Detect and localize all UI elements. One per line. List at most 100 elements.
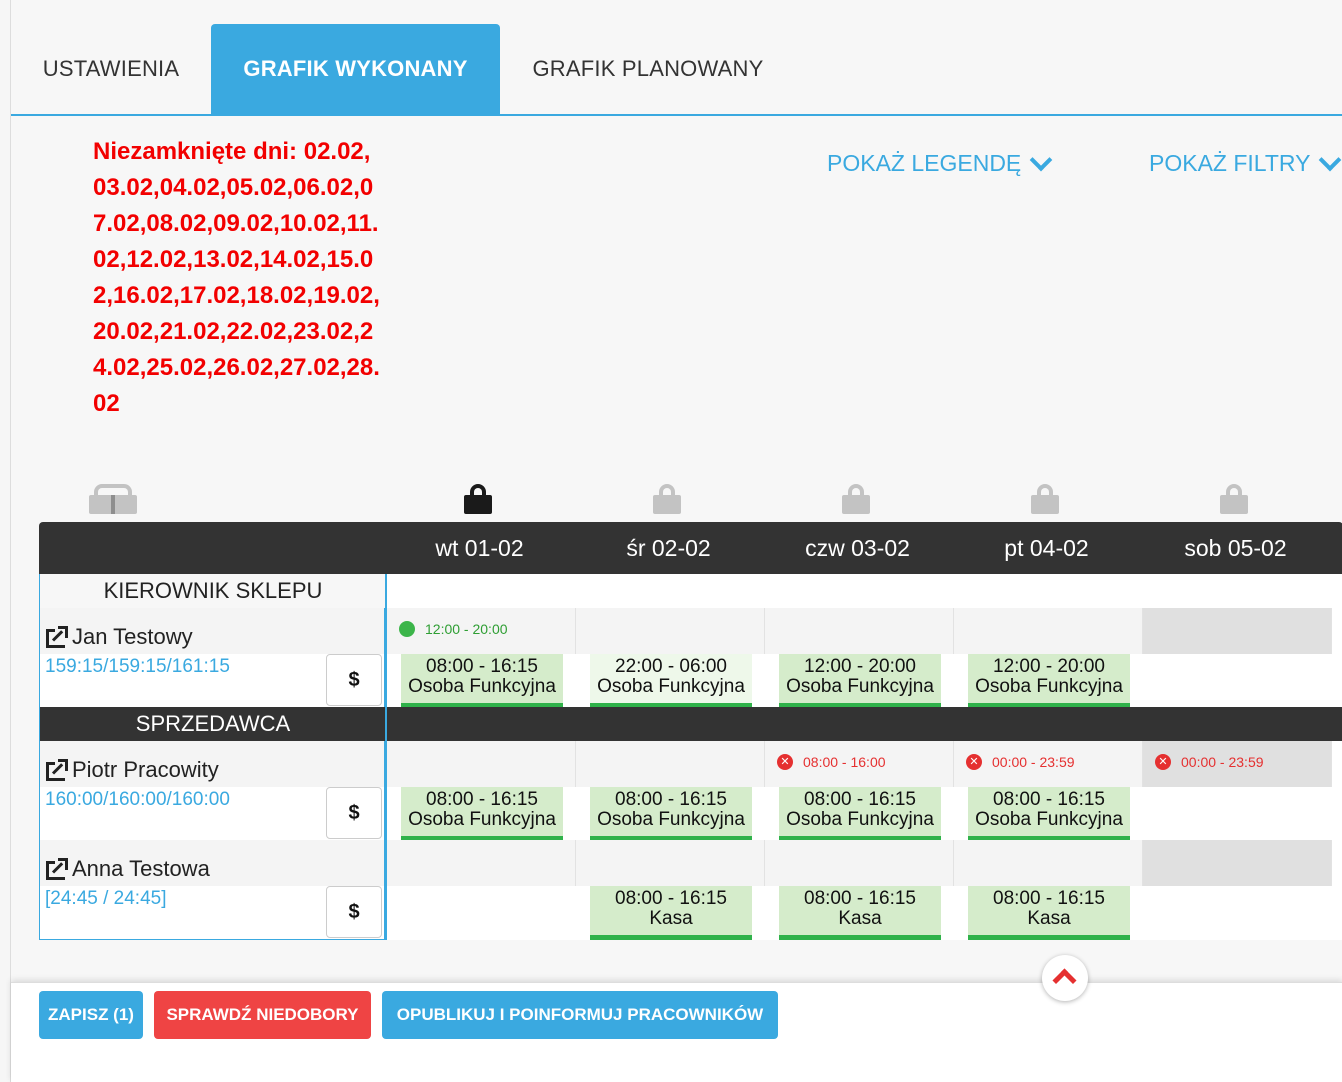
availability-cell[interactable]: ✕ 08:00 - 16:00 bbox=[765, 741, 954, 787]
schedule-page: USTAWIENIA GRAFIK WYKONANY GRAFIK PLANOW… bbox=[10, 0, 1342, 1082]
availability-ok: 12:00 - 20:00 bbox=[399, 621, 508, 637]
shift-block[interactable]: 08:00 - 16:15 Kasa bbox=[590, 886, 752, 940]
save-button[interactable]: ZAPISZ (1) bbox=[39, 991, 143, 1039]
employee-name[interactable]: Anna Testowa bbox=[40, 840, 384, 886]
shift-block[interactable]: 08:00 - 16:15 Osoba Funkcyjna bbox=[401, 654, 563, 708]
employee-name[interactable]: Piotr Pracowity bbox=[40, 741, 384, 787]
shift-role: Osoba Funkcyjna bbox=[786, 809, 934, 830]
availability-cell[interactable] bbox=[387, 840, 576, 886]
shift-time: 08:00 - 16:15 bbox=[615, 789, 727, 810]
tab-executed-schedule[interactable]: GRAFIK WYKONANY bbox=[211, 24, 500, 114]
employee-hours: 160:00/160:00/160:00 bbox=[45, 789, 230, 810]
employee-name-text: Anna Testowa bbox=[72, 856, 210, 881]
availability-cell[interactable] bbox=[576, 741, 765, 787]
scroll-up-button[interactable] bbox=[1042, 955, 1088, 1001]
availability-row: 12:00 - 20:00 bbox=[387, 608, 1342, 654]
employee-hours: [24:45 / 24:45] bbox=[45, 888, 167, 909]
show-filters-label: POKAŻ FILTRY bbox=[1149, 150, 1311, 176]
schedule-grid: wt 01-02 śr 02-02 czw 03-02 pt 04-02 sob… bbox=[39, 522, 1342, 942]
day-header: śr 02-02 bbox=[626, 534, 711, 561]
shift-block[interactable]: 08:00 - 16:15 Osoba Funkcyjna bbox=[779, 787, 941, 841]
availability-cell[interactable] bbox=[1143, 608, 1332, 654]
availability-cell[interactable] bbox=[954, 840, 1143, 886]
lock-icon[interactable] bbox=[464, 484, 492, 514]
wage-button[interactable]: $ bbox=[326, 787, 382, 839]
availability-cell[interactable]: ✕ 00:00 - 23:59 bbox=[1143, 741, 1332, 787]
unavailable-x-icon: ✕ bbox=[966, 754, 982, 770]
shift-time: 12:00 - 20:00 bbox=[993, 656, 1105, 677]
wage-button[interactable]: $ bbox=[326, 886, 382, 938]
availability-row bbox=[387, 840, 1342, 886]
shift-block[interactable]: 08:00 - 16:15 Kasa bbox=[968, 886, 1130, 940]
availability-cell[interactable] bbox=[387, 741, 576, 787]
shift-role: Osoba Funkcyjna bbox=[408, 676, 556, 697]
shift-block[interactable]: 08:00 - 16:15 Osoba Funkcyjna bbox=[401, 787, 563, 841]
availability-cell[interactable]: ✕ 00:00 - 23:59 bbox=[954, 741, 1143, 787]
external-link-icon[interactable] bbox=[46, 858, 68, 880]
action-bar: ZAPISZ (1) SPRAWDŹ NIEDOBORY OPUBLIKUJ I… bbox=[11, 982, 1342, 1082]
availability-unavailable: ✕ 08:00 - 16:00 bbox=[777, 754, 886, 770]
availability-cell[interactable] bbox=[765, 840, 954, 886]
availability-cell[interactable] bbox=[1143, 840, 1332, 886]
day-header: sob 05-02 bbox=[1184, 534, 1287, 561]
shift-time: 08:00 - 16:15 bbox=[993, 789, 1105, 810]
shift-time: 08:00 - 16:15 bbox=[426, 789, 538, 810]
shift-role: Osoba Funkcyjna bbox=[786, 676, 934, 697]
employee-row: Jan Testowy 159:15/159:15/161:15 $ bbox=[40, 608, 386, 707]
shift-role: Kasa bbox=[649, 908, 693, 929]
show-filters-toggle[interactable]: POKAŻ FILTRY bbox=[1149, 148, 1342, 177]
availability-unavailable: ✕ 00:00 - 23:59 bbox=[966, 754, 1075, 770]
day-header-bar: wt 01-02 śr 02-02 czw 03-02 pt 04-02 sob… bbox=[39, 522, 1342, 574]
shift-role: Kasa bbox=[838, 908, 882, 929]
unclosed-days-notice: Niezamknięte dni: 02.02,03.02,04.02,05.0… bbox=[93, 138, 380, 417]
tab-planned-schedule[interactable]: GRAFIK PLANOWANY bbox=[532, 56, 764, 81]
chevron-down-icon bbox=[1029, 148, 1053, 171]
availability-cell[interactable] bbox=[765, 608, 954, 654]
shift-role: Osoba Funkcyjna bbox=[975, 809, 1123, 830]
availability-cell[interactable] bbox=[954, 608, 1143, 654]
lock-all-icon[interactable] bbox=[89, 484, 137, 514]
shift-time: 08:00 - 16:15 bbox=[993, 888, 1105, 909]
availability-row: ✕ 08:00 - 16:00 ✕ 00:00 - 23:59 ✕ 00:00 - 2… bbox=[387, 741, 1342, 787]
schedule-cells: 12:00 - 20:00 08:00 - 16:15 Osoba Funkcyj… bbox=[385, 574, 1342, 940]
availability-cell[interactable] bbox=[576, 840, 765, 886]
employee-row: Anna Testowa [24:45 / 24:45] $ bbox=[40, 840, 386, 939]
shift-block[interactable]: 12:00 - 20:00 Osoba Funkcyjna bbox=[968, 654, 1130, 708]
publish-notify-button[interactable]: OPUBLIKUJ I POINFORMUJ PRACOWNIKÓW bbox=[382, 991, 778, 1039]
shift-block[interactable]: 22:00 - 06:00 Osoba Funkcyjna bbox=[590, 654, 752, 708]
employee-hours: 159:15/159:15/161:15 bbox=[45, 656, 230, 677]
external-link-icon[interactable] bbox=[46, 759, 68, 781]
availability-cell[interactable]: 12:00 - 20:00 bbox=[387, 608, 576, 654]
day-header: wt 01-02 bbox=[435, 534, 524, 561]
lock-icon[interactable] bbox=[1031, 484, 1059, 514]
chevron-up-icon bbox=[1052, 968, 1077, 993]
check-shortages-button[interactable]: SPRAWDŹ NIEDOBORY bbox=[154, 991, 371, 1039]
shift-role: Kasa bbox=[1027, 908, 1071, 929]
group-header-store-manager: KIEROWNIK SKLEPU bbox=[40, 574, 386, 608]
employee-name[interactable]: Jan Testowy bbox=[40, 608, 384, 654]
lock-icon[interactable] bbox=[653, 484, 681, 514]
shift-block[interactable]: 08:00 - 16:15 Osoba Funkcyjna bbox=[590, 787, 752, 841]
available-dot-icon bbox=[399, 621, 415, 637]
availability-cell[interactable] bbox=[576, 608, 765, 654]
shift-time: 08:00 - 16:15 bbox=[615, 888, 727, 909]
group-header-seller: SPRZEDAWCA bbox=[40, 707, 386, 741]
tab-settings[interactable]: USTAWIENIA bbox=[42, 56, 180, 81]
availability-unavailable: ✕ 00:00 - 23:59 bbox=[1155, 754, 1264, 770]
show-legend-toggle[interactable]: POKAŻ LEGENDĘ bbox=[827, 148, 1053, 177]
external-link-icon[interactable] bbox=[46, 626, 68, 648]
availability-text: 12:00 - 20:00 bbox=[425, 621, 508, 637]
shift-time: 22:00 - 06:00 bbox=[615, 656, 727, 677]
wage-button[interactable]: $ bbox=[326, 654, 382, 706]
availability-text: 00:00 - 23:59 bbox=[1181, 754, 1264, 770]
employee-name-text: Piotr Pracowity bbox=[72, 757, 219, 782]
tab-bar: USTAWIENIA GRAFIK WYKONANY GRAFIK PLANOW… bbox=[11, 0, 1342, 116]
shift-block[interactable]: 08:00 - 16:15 Osoba Funkcyjna bbox=[968, 787, 1130, 841]
shift-block[interactable]: 12:00 - 20:00 Osoba Funkcyjna bbox=[779, 654, 941, 708]
lock-icon[interactable] bbox=[1220, 484, 1248, 514]
day-header: pt 04-02 bbox=[1004, 534, 1089, 561]
employee-row: Piotr Pracowity 160:00/160:00/160:00 $ bbox=[40, 741, 386, 840]
employee-name-text: Jan Testowy bbox=[72, 624, 193, 649]
lock-icon[interactable] bbox=[842, 484, 870, 514]
shift-block[interactable]: 08:00 - 16:15 Kasa bbox=[779, 886, 941, 940]
